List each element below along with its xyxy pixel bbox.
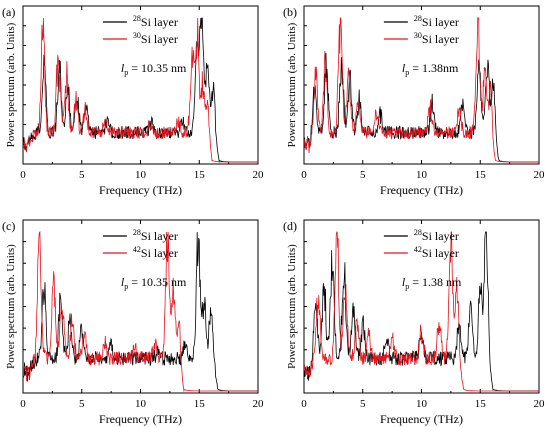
x-tick-label: 5 — [360, 169, 366, 181]
panel-3: 0 5 10 15 20 Frequency (THz) Power spectrum (a… — [283, 219, 545, 426]
x-axis-label: Frequency (THz) — [380, 183, 463, 197]
x-axis-label: Frequency (THz) — [99, 183, 182, 197]
legend-entry: 28Si layer — [133, 14, 178, 29]
legend-entry: 28Si layer — [414, 228, 459, 243]
legend-entry: 42Si layer — [414, 245, 459, 260]
legend-label: Si layer — [141, 32, 178, 46]
legend-entry: 42Si layer — [133, 245, 178, 260]
x-axis-label: Frequency (THz) — [99, 412, 182, 426]
series-line-1 — [304, 17, 539, 163]
panel-0: 0 5 10 15 20 Frequency (THz) Power spectrum (a… — [2, 5, 264, 197]
annotation-subscript: p — [124, 282, 128, 291]
x-tick-label: 15 — [475, 398, 487, 410]
x-tick-label: 10 — [135, 398, 147, 410]
panel-label: (b) — [283, 5, 297, 19]
panel-2: 0 5 10 15 20 Frequency (THz) Power spectrum (a… — [2, 219, 264, 426]
x-tick-label: 0 — [20, 398, 26, 410]
panel-label: (d) — [283, 219, 297, 233]
series-line-0 — [23, 17, 258, 164]
x-tick-label: 0 — [301, 398, 307, 410]
legend-isotope-sup: 28 — [414, 14, 422, 23]
series-line-1 — [23, 230, 258, 393]
annotation-value: = 1.38 nm — [409, 275, 462, 289]
x-tick-label: 5 — [360, 398, 366, 410]
annotation-value: = 10.35 nm — [128, 61, 187, 75]
x-tick-label: 10 — [416, 398, 428, 410]
legend-label: Si layer — [141, 229, 178, 243]
legend-entry: 30Si layer — [133, 31, 178, 46]
annotation-symbol: l — [121, 275, 125, 289]
legend-isotope-sup: 28 — [133, 228, 141, 237]
x-tick-label: 10 — [416, 169, 428, 181]
x-tick-label: 5 — [79, 398, 85, 410]
legend-isotope-sup: 30 — [414, 31, 422, 40]
annotation-value: = 10.35 nm — [128, 275, 187, 289]
x-tick-label: 20 — [534, 398, 546, 410]
panel-1: 0 5 10 15 20 Frequency (THz) Power spectrum (a… — [283, 5, 545, 197]
x-tick-label: 20 — [534, 169, 546, 181]
x-tick-label: 15 — [475, 169, 487, 181]
series-line-0 — [23, 231, 258, 392]
x-tick-label: 5 — [79, 169, 85, 181]
annotation-subscript: p — [124, 68, 128, 77]
annotation-value: = 1.38nm — [409, 61, 459, 75]
annotation-lp: lp = 10.35 nm — [121, 275, 187, 291]
x-tick-label: 0 — [301, 169, 307, 181]
x-tick-label: 10 — [135, 169, 147, 181]
annotation-symbol: l — [121, 61, 125, 75]
panel-label: (a) — [2, 5, 15, 19]
legend-isotope-sup: 30 — [133, 31, 141, 40]
legend-label: Si layer — [422, 246, 459, 260]
annotation-subscript: p — [405, 68, 409, 77]
legend-label: Si layer — [141, 246, 178, 260]
annotation-subscript: p — [405, 282, 409, 291]
legend-label: Si layer — [422, 32, 459, 46]
annotation-symbol: l — [402, 61, 406, 75]
y-axis-label: Power spectrum (arb. Units) — [5, 244, 17, 369]
legend-entry: 30Si layer — [414, 31, 459, 46]
x-tick-label: 15 — [194, 169, 206, 181]
legend-entry: 28Si layer — [414, 14, 459, 29]
y-axis-label: Power spectrum (arb. Units) — [286, 244, 298, 369]
legend-isotope-sup: 28 — [414, 228, 422, 237]
legend-isotope-sup: 42 — [133, 245, 141, 254]
legend-label: Si layer — [422, 229, 459, 243]
annotation-lp: lp = 10.35 nm — [121, 61, 187, 77]
legend-entry: 28Si layer — [133, 228, 178, 243]
annotation-lp: lp = 1.38 nm — [402, 275, 462, 291]
x-tick-label: 20 — [253, 169, 265, 181]
x-axis-label: Frequency (THz) — [380, 412, 463, 426]
legend-isotope-sup: 42 — [414, 245, 422, 254]
y-axis-label: Power spectrum (arb. Units) — [286, 22, 298, 147]
series-line-1 — [23, 17, 258, 163]
x-tick-label: 20 — [253, 398, 265, 410]
annotation-lp: lp = 1.38nm — [402, 61, 459, 77]
legend-label: Si layer — [141, 15, 178, 29]
panel-label: (c) — [2, 219, 15, 233]
x-tick-label: 0 — [20, 169, 26, 181]
x-tick-label: 15 — [194, 398, 206, 410]
y-axis-label: Power spectrum (arb. Units) — [5, 22, 17, 147]
legend-label: Si layer — [422, 15, 459, 29]
legend-isotope-sup: 28 — [133, 14, 141, 23]
series-line-1 — [304, 231, 539, 392]
annotation-symbol: l — [402, 275, 406, 289]
